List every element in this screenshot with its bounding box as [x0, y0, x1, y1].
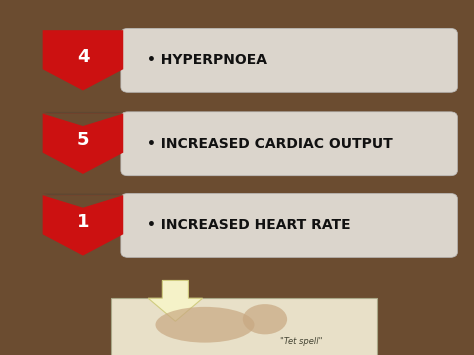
Ellipse shape — [243, 304, 287, 334]
Polygon shape — [148, 280, 202, 321]
Polygon shape — [43, 195, 123, 256]
Polygon shape — [43, 30, 123, 91]
Text: 1: 1 — [77, 213, 89, 231]
Polygon shape — [43, 193, 123, 206]
Ellipse shape — [155, 307, 255, 343]
FancyBboxPatch shape — [111, 298, 377, 355]
Text: • INCREASED HEART RATE: • INCREASED HEART RATE — [147, 218, 351, 233]
FancyBboxPatch shape — [121, 193, 457, 257]
Text: • HYPERPNOEA: • HYPERPNOEA — [147, 53, 267, 67]
Polygon shape — [43, 195, 123, 208]
FancyBboxPatch shape — [121, 112, 457, 176]
Text: 4: 4 — [77, 48, 89, 66]
Text: • INCREASED CARDIAC OUTPUT: • INCREASED CARDIAC OUTPUT — [147, 137, 392, 151]
FancyBboxPatch shape — [121, 28, 457, 92]
Polygon shape — [43, 112, 123, 124]
Text: 5: 5 — [77, 131, 89, 149]
Polygon shape — [43, 114, 123, 126]
Polygon shape — [43, 114, 123, 174]
Text: "Tet spell": "Tet spell" — [280, 337, 323, 346]
